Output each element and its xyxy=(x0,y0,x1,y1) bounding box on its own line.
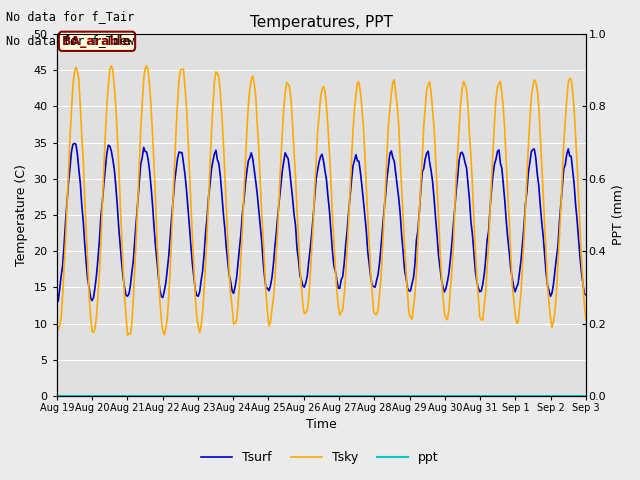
Tsurf xyxy=(54,299,62,304)
Title: Temperatures, PPT: Temperatures, PPT xyxy=(250,15,393,30)
Tsky xyxy=(231,321,239,326)
Tsurf xyxy=(240,198,248,204)
Tsky xyxy=(214,71,221,76)
Text: No data for f_Tair: No data for f_Tair xyxy=(6,10,134,23)
Tsky xyxy=(53,323,61,328)
ppt xyxy=(552,393,560,399)
Tsurf xyxy=(214,157,221,163)
Tsurf xyxy=(70,141,78,146)
ppt xyxy=(211,393,218,399)
Tsky xyxy=(143,63,150,69)
Tsurf xyxy=(287,181,295,187)
Legend: Tsurf, Tsky, ppt: Tsurf, Tsky, ppt xyxy=(196,446,444,469)
Tsky xyxy=(124,332,131,338)
Tsky xyxy=(556,236,563,241)
Tsky xyxy=(240,190,248,195)
Tsurf xyxy=(582,292,589,298)
ppt xyxy=(118,393,125,399)
ppt xyxy=(284,393,292,399)
Tsurf xyxy=(53,298,61,304)
X-axis label: Time: Time xyxy=(306,419,337,432)
Text: BA_arable: BA_arable xyxy=(62,35,132,48)
Y-axis label: Temperature (C): Temperature (C) xyxy=(15,164,28,266)
ppt xyxy=(53,393,61,399)
Tsky xyxy=(118,230,125,236)
ppt xyxy=(582,393,589,399)
Text: No data for f_Tdew: No data for f_Tdew xyxy=(6,34,134,47)
Line: Tsky: Tsky xyxy=(57,66,586,335)
Tsky xyxy=(582,317,589,323)
Y-axis label: PPT (mm): PPT (mm) xyxy=(612,184,625,245)
ppt xyxy=(228,393,236,399)
ppt xyxy=(237,393,245,399)
Tsurf xyxy=(231,284,239,289)
Tsurf xyxy=(556,219,563,225)
Line: Tsurf: Tsurf xyxy=(57,144,586,301)
Tsurf xyxy=(121,284,129,290)
Tsky xyxy=(287,97,295,103)
